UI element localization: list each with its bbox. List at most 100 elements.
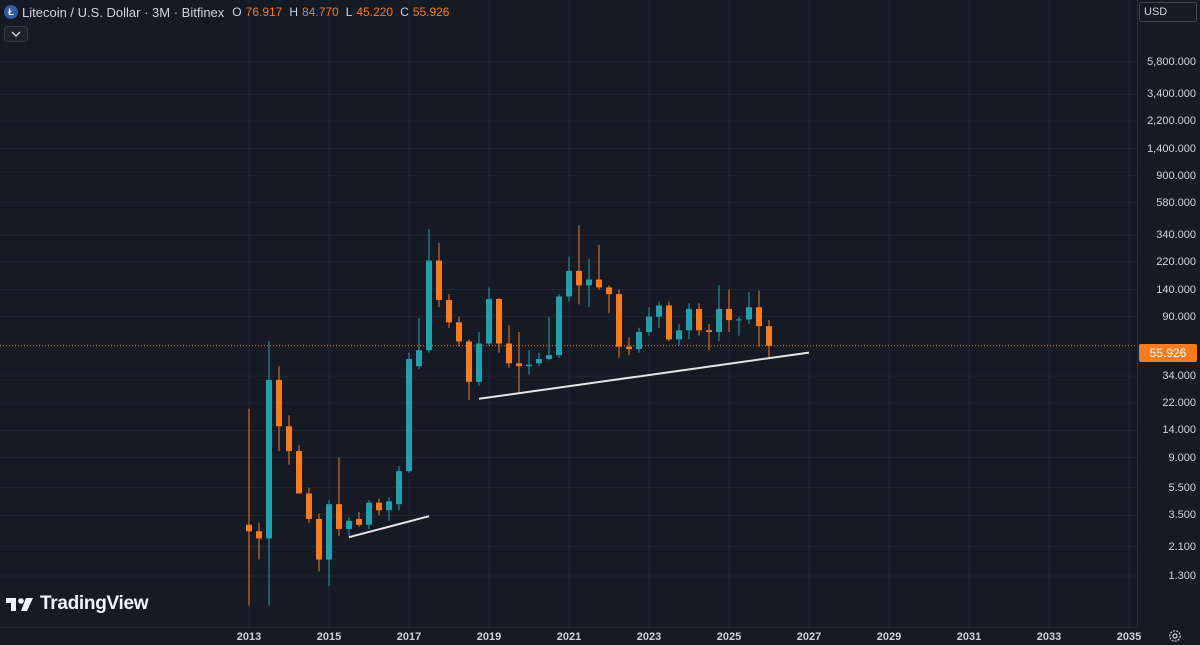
price-tick-label: 900.000 bbox=[1156, 169, 1196, 182]
price-tick-label: 22.000 bbox=[1162, 396, 1196, 409]
price-tick-label: 1,400.000 bbox=[1147, 142, 1196, 155]
time-tick-label: 2015 bbox=[316, 631, 342, 643]
candle-body-down bbox=[466, 341, 472, 382]
time-tick-label: 2013 bbox=[236, 631, 262, 643]
low-value: 45.220 bbox=[356, 5, 394, 19]
candle-body-down bbox=[756, 307, 762, 327]
candle-body-down bbox=[666, 305, 672, 340]
candle-body-up bbox=[676, 330, 682, 340]
candle-body-down bbox=[596, 279, 602, 288]
candle-body-up bbox=[366, 502, 372, 525]
candle-body-down bbox=[496, 299, 502, 344]
candle-body-down bbox=[696, 308, 702, 331]
candle-body-down bbox=[766, 326, 772, 346]
high-label: H bbox=[289, 5, 299, 19]
candle-body-down bbox=[706, 330, 712, 332]
candle-body-down bbox=[436, 260, 442, 301]
candle-body-up bbox=[266, 379, 272, 539]
candle-body-up bbox=[566, 270, 572, 297]
candle-body-up bbox=[586, 279, 592, 286]
price-tick-label: 3,400.000 bbox=[1147, 88, 1196, 101]
high-value: 84.770 bbox=[302, 5, 339, 19]
price-tick-label: 34.000 bbox=[1162, 370, 1196, 383]
candle-body-up bbox=[636, 331, 642, 350]
open-label: O bbox=[232, 5, 242, 19]
candle-body-down bbox=[316, 518, 322, 560]
currency-selector[interactable]: USD bbox=[1139, 2, 1197, 22]
candle-body-up bbox=[406, 359, 412, 472]
time-tick-label: 2027 bbox=[796, 631, 822, 643]
price-tick-label: 2,200.000 bbox=[1147, 114, 1196, 127]
price-tick-label: 580.000 bbox=[1156, 196, 1196, 209]
candle-body-down bbox=[456, 322, 462, 342]
candle-body-down bbox=[506, 343, 512, 364]
candle-body-up bbox=[686, 308, 692, 331]
price-tick-label: 3.500 bbox=[1168, 509, 1196, 522]
chevron-down-icon bbox=[11, 31, 21, 37]
candle-body-down bbox=[616, 294, 622, 347]
price-tick-label: 140.000 bbox=[1156, 283, 1196, 296]
tradingview-logo-icon bbox=[6, 598, 33, 611]
candle-body-up bbox=[476, 343, 482, 382]
price-tick-label: 14.000 bbox=[1162, 424, 1196, 437]
candle-body-up bbox=[426, 260, 432, 351]
price-tick-label: 2.100 bbox=[1168, 540, 1196, 553]
chart-area[interactable] bbox=[0, 0, 1137, 627]
last-price-label: 55.926 bbox=[1139, 344, 1197, 362]
price-tick-label: 220.000 bbox=[1156, 255, 1196, 268]
price-chart[interactable] bbox=[0, 0, 1137, 627]
candle-body-down bbox=[296, 451, 302, 494]
candle-body-down bbox=[606, 287, 612, 295]
candle-body-up bbox=[346, 520, 352, 529]
tradingview-logo-text: TradingView bbox=[40, 593, 149, 614]
time-tick-label: 2029 bbox=[876, 631, 902, 643]
candle-body-up bbox=[736, 319, 742, 321]
time-tick-label: 2019 bbox=[476, 631, 502, 643]
candle-body-down bbox=[576, 270, 582, 286]
time-tick-label: 2031 bbox=[956, 631, 982, 643]
candle-body-down bbox=[276, 379, 282, 427]
close-value: 55.926 bbox=[412, 5, 450, 19]
candle-body-up bbox=[386, 501, 392, 511]
time-axis[interactable]: 2013 2015 2017 2019 2021 2023 2025 2027 2029 2031… bbox=[0, 627, 1141, 645]
candle-body-down bbox=[246, 524, 252, 532]
candle-body-up bbox=[326, 504, 332, 560]
candle-body-down bbox=[356, 518, 362, 525]
candle-body-down bbox=[626, 346, 632, 350]
price-tick-label: 9.000 bbox=[1168, 451, 1196, 464]
close-label: C bbox=[400, 5, 409, 19]
candle-body-up bbox=[536, 359, 542, 364]
price-tick-label: 340.000 bbox=[1156, 229, 1196, 242]
time-tick-label: 2021 bbox=[556, 631, 582, 643]
price-tick-label: 5.500 bbox=[1168, 481, 1196, 494]
price-tick-label: 5,800.000 bbox=[1147, 55, 1196, 68]
price-axis[interactable]: 1.300 2.100 3.500 5.500 9.000 14.000 22.000 34.… bbox=[1137, 0, 1200, 627]
candle-body-down bbox=[286, 426, 292, 452]
candle-body-up bbox=[486, 299, 492, 344]
trendline bbox=[348, 515, 430, 539]
collapse-legend-button[interactable] bbox=[4, 26, 28, 42]
candle-body-down bbox=[306, 493, 312, 519]
legend-header: Ł Litecoin / U.S. Dollar · 3M · Bitfinex… bbox=[4, 3, 452, 21]
trendline bbox=[478, 351, 810, 400]
candle-body-up bbox=[656, 305, 662, 317]
symbol-title[interactable]: Litecoin / U.S. Dollar · 3M · Bitfinex bbox=[22, 4, 225, 20]
candle-body-down bbox=[726, 308, 732, 321]
time-tick-label: 2033 bbox=[1036, 631, 1062, 643]
candle-body-up bbox=[526, 364, 532, 367]
time-tick-label: 2023 bbox=[636, 631, 662, 643]
candle-body-down bbox=[376, 502, 382, 511]
candle-body-up bbox=[746, 307, 752, 320]
time-tick-label: 2017 bbox=[396, 631, 422, 643]
tradingview-logo[interactable]: TradingView bbox=[6, 593, 149, 615]
candle-body-down bbox=[446, 300, 452, 323]
candle-body-up bbox=[646, 316, 652, 332]
candle-body-down bbox=[336, 504, 342, 529]
candle-body-up bbox=[556, 296, 562, 356]
gear-icon[interactable] bbox=[1168, 629, 1182, 643]
low-label: L bbox=[345, 5, 353, 19]
candle-body-up bbox=[546, 355, 552, 360]
price-tick-label: 90.000 bbox=[1162, 310, 1196, 323]
candle-body-up bbox=[716, 308, 722, 332]
candle-body-down bbox=[516, 363, 522, 367]
